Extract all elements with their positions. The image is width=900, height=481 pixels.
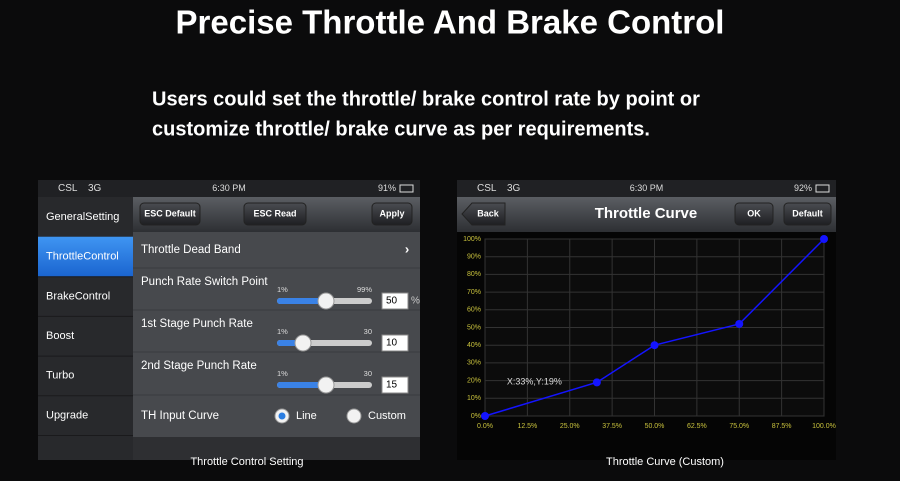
toolbar-button[interactable] [139,202,201,226]
subtitle: Users could set the throttle/ brake cont… [152,88,700,110]
curve-point[interactable] [481,412,489,420]
network: 3G [88,183,102,194]
time: 6:30 PM [212,183,246,193]
menu-item[interactable]: Upgrade [46,409,88,421]
y-tick-label: 0% [471,413,481,420]
y-tick-label: 80% [467,271,481,278]
y-tick-label: 70% [467,289,481,296]
battery-icon [399,184,414,193]
slider-min: 1% [277,327,288,336]
row-label[interactable]: Throttle Dead Band [141,244,241,256]
value-unit: % [411,296,420,307]
radio-label[interactable]: Line [296,410,317,422]
nav-button-label[interactable]: Default [792,208,823,218]
carrier: CSL [58,183,78,194]
slider-max: 99% [357,285,372,294]
value-text[interactable]: 10 [386,338,398,349]
value-box[interactable] [381,376,409,394]
y-tick-label: 20% [467,377,481,384]
left-screen: CSL 3G 6:30 PM 91% GeneralSetting ThrottleCon… [38,180,420,468]
curve-point[interactable] [735,319,744,328]
y-tick-label: 60% [467,307,481,314]
subtitle: customize throttle/ brake curve as per r… [152,118,650,140]
toolbar-button-label[interactable]: Apply [379,208,404,218]
point-annotation: X:33%,Y:19% [507,377,562,387]
back-label[interactable]: Back [477,208,500,218]
slider-min: 1% [277,285,288,294]
row-label: TH Input Curve [141,410,219,422]
x-tick-label: 100.0% [812,423,836,430]
x-tick-label: 75.0% [729,423,749,430]
row-label: 2nd Stage Punch Rate [141,360,257,372]
slider-thumb[interactable] [294,334,312,352]
slider-fill [277,382,326,388]
nav-title: Throttle Curve [595,205,698,222]
time: 6:30 PM [630,183,664,193]
x-tick-label: 25.0% [560,423,580,430]
page-title: Precise Throttle And Brake Control [176,4,725,41]
x-tick-label: 12.5% [517,423,537,430]
x-tick-label: 0.0% [477,423,493,430]
y-tick-label: 30% [467,360,481,367]
value-text[interactable]: 15 [386,380,398,391]
radio-label[interactable]: Custom [368,410,406,422]
carrier: CSL [477,183,497,194]
curve-point[interactable] [592,378,601,387]
caption: Throttle Curve (Custom) [606,456,724,468]
radio-dot [278,412,286,420]
fade [133,437,420,460]
menu-item[interactable]: Turbo [46,370,74,382]
y-tick-label: 50% [467,324,481,331]
row-label: Punch Rate Switch Point [141,276,268,288]
status-bar [457,180,836,197]
battery: 91% [378,183,396,193]
slider-fill [277,298,326,304]
y-tick-label: 90% [467,254,481,261]
toolbar-button[interactable] [243,202,307,226]
back-button[interactable] [461,202,506,226]
menu-item[interactable]: GeneralSetting [46,211,119,223]
network: 3G [507,183,521,194]
slider-thumb[interactable] [317,292,335,310]
value-box[interactable] [381,334,409,352]
nav-button-label[interactable]: OK [747,208,761,218]
radio[interactable] [346,408,362,424]
slider-thumb[interactable] [317,376,335,394]
value-text[interactable]: 50 [386,296,398,307]
caption: Throttle Control Setting [190,456,303,468]
y-tick-label: 40% [467,342,481,349]
chevron: › [405,241,409,256]
menu-selected [38,236,133,277]
slider-max: 30 [364,369,372,378]
value-box[interactable] [381,292,409,310]
toolbar-button-label[interactable]: ESC Default [144,208,196,218]
row-label: 1st Stage Punch Rate [141,318,253,330]
slider-min: 1% [277,369,288,378]
x-tick-label: 37.5% [602,423,622,430]
menu-item[interactable]: Boost [46,330,74,342]
x-tick-label: 50.0% [645,423,665,430]
slider-max: 30 [364,327,372,336]
toolbar-button[interactable] [371,202,413,226]
y-tick-label: 100% [463,236,481,243]
nav-button[interactable] [734,202,774,226]
menu-item[interactable]: ThrottleControl [46,251,119,263]
status-bar [38,180,420,197]
x-tick-label: 62.5% [687,423,707,430]
toolbar-button-label[interactable]: ESC Read [253,208,296,218]
y-tick-label: 10% [467,395,481,402]
curve-point[interactable] [820,235,828,243]
curve-point[interactable] [650,341,659,350]
x-tick-label: 87.5% [772,423,792,430]
battery: 92% [794,183,812,193]
battery-icon [815,184,830,193]
nav-button[interactable] [783,202,832,226]
right-screen: CSL 3G 6:30 PM 92% Back Throttle Curve OK Defau… [457,180,836,468]
menu-item[interactable]: BrakeControl [46,290,110,302]
